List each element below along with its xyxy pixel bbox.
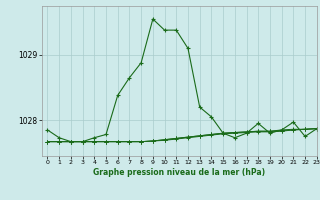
X-axis label: Graphe pression niveau de la mer (hPa): Graphe pression niveau de la mer (hPa): [93, 168, 265, 177]
